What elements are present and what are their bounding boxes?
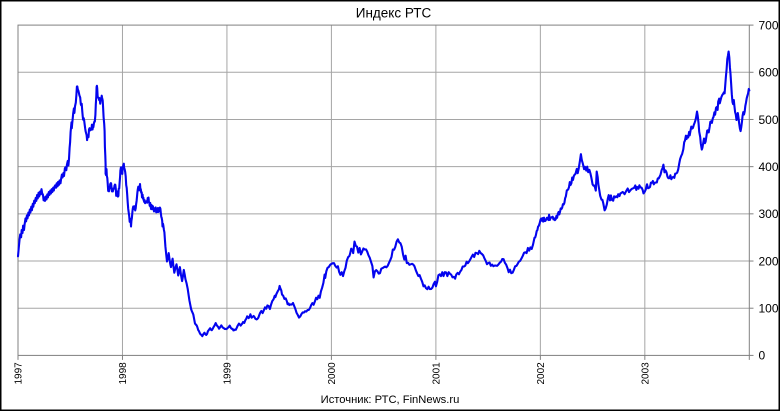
svg-text:2000: 2000: [327, 362, 338, 385]
svg-text:Индекс РТС: Индекс РТС: [356, 6, 432, 21]
svg-text:1998: 1998: [118, 362, 129, 385]
svg-text:2001: 2001: [431, 362, 442, 385]
svg-text:2002: 2002: [536, 362, 547, 385]
svg-text:2003: 2003: [640, 362, 651, 385]
svg-text:300: 300: [759, 207, 779, 221]
svg-text:100: 100: [759, 302, 779, 316]
svg-text:400: 400: [759, 160, 779, 174]
svg-text:0: 0: [759, 349, 766, 363]
svg-text:1999: 1999: [223, 362, 234, 385]
svg-text:500: 500: [759, 113, 779, 127]
svg-text:700: 700: [759, 18, 779, 32]
svg-text:Источник: РТС, FinNews.ru: Источник: РТС, FinNews.ru: [321, 394, 460, 406]
svg-text:1997: 1997: [14, 362, 25, 385]
svg-text:200: 200: [759, 254, 779, 268]
svg-text:600: 600: [759, 66, 779, 80]
